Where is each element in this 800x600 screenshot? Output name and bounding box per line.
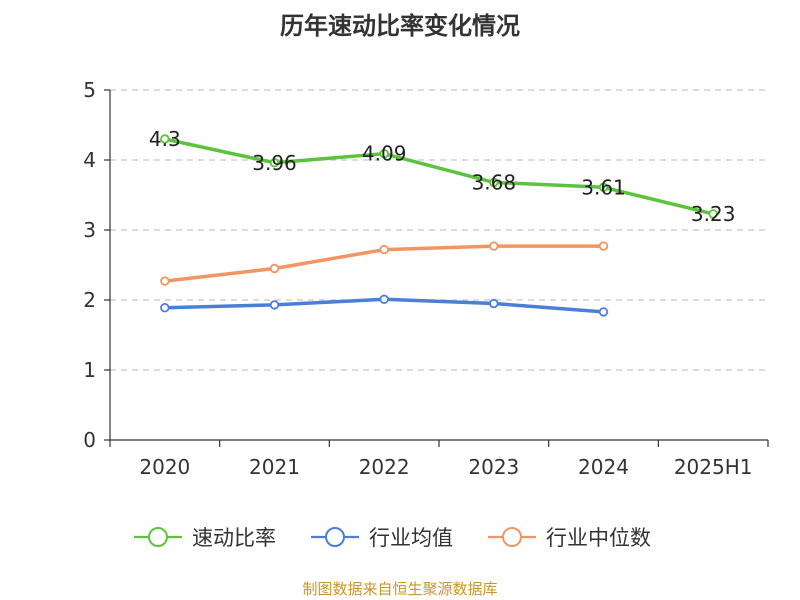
data-point [269, 158, 280, 168]
x-tick-label: 2022 [359, 455, 410, 479]
axes: 0 1 2 3 4 5 2020 2021 2022 2023 2024 2025H1 [83, 78, 769, 479]
y-tick-label: 2 [83, 288, 96, 312]
data-label: 3.96 [252, 151, 297, 175]
y-tick-label: 3 [83, 218, 96, 242]
y-tick-label: 5 [83, 78, 96, 102]
data-point [379, 294, 389, 304]
x-tick-label: 2023 [468, 455, 519, 479]
data-point [160, 303, 170, 313]
data-point [379, 148, 389, 159]
data-point [598, 307, 609, 317]
data-point [598, 241, 609, 251]
legend: 速动比率 行业均值 行业中位数 [134, 526, 651, 550]
data-point [379, 244, 389, 255]
data-label: 3.23 [691, 202, 736, 226]
x-tick-label: 2021 [249, 455, 300, 479]
data-point [269, 263, 280, 274]
data-labels: 4.3 3.96 4.09 3.68 3.61 3.23 [149, 127, 736, 226]
data-point [598, 182, 609, 192]
legend-marker-0 [148, 527, 168, 547]
y-tick-label: 0 [83, 428, 96, 452]
data-point [160, 276, 170, 286]
data-label: 4.09 [362, 142, 407, 166]
legend-label-2: 行业中位数 [546, 526, 651, 550]
x-tick-label: 2020 [139, 455, 190, 479]
data-point [489, 298, 499, 309]
x-tick-label: 2025H1 [674, 455, 753, 479]
legend-marker-1 [325, 527, 345, 547]
chart-title: 历年速动比率变化情况 [280, 12, 520, 40]
y-tick-label: 1 [83, 358, 96, 382]
data-label: 3.68 [472, 170, 517, 194]
data-point [489, 177, 499, 188]
y-tick-label: 4 [83, 148, 96, 172]
x-tick-label: 2024 [578, 455, 629, 479]
data-label: 4.3 [149, 127, 181, 151]
data-point [269, 300, 280, 310]
series-line-0 [163, 137, 715, 216]
data-point [708, 209, 718, 219]
legend-label-1: 行业均值 [369, 526, 453, 550]
data-point [160, 134, 170, 144]
data-point [489, 241, 499, 251]
legend-label-0: 速动比率 [192, 526, 276, 550]
legend-marker-2 [502, 527, 522, 547]
footer-source: 制图数据来自恒生聚源数据库 [302, 580, 498, 598]
data-label: 3.61 [581, 175, 626, 199]
grid-lines [110, 89, 768, 371]
series-lines [160, 134, 718, 317]
